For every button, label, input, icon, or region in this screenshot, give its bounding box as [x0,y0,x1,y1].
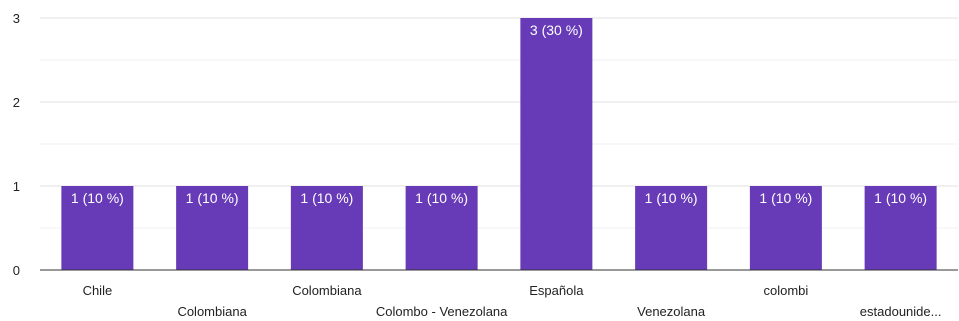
data-labels: 1 (10 %) 1 (10 %) 1 (10 %) 1 (10 %) 3 (30 %)… [71,22,927,206]
data-label: 1 (10 %) [645,190,698,206]
y-axis: 0 1 2 3 [13,11,20,278]
data-label: 1 (10 %) [71,190,124,206]
bar [176,186,249,270]
y-tick-label: 3 [13,11,20,26]
data-label: 1 (10 %) [186,190,239,206]
data-label: 3 (30 %) [530,22,583,38]
bar [864,186,937,270]
x-tick-label: Colombiana [177,304,247,319]
bar [520,18,593,270]
bar [405,186,478,270]
data-label: 1 (10 %) [874,190,927,206]
bar [749,186,822,270]
x-tick-label: Venezolana [637,304,706,319]
x-tick-label: colombi [763,283,808,298]
data-label: 1 (10 %) [759,190,812,206]
x-tick-label: estadounide... [860,304,942,319]
bar [635,186,708,270]
x-tick-label: Colombo - Venezolana [376,304,508,319]
data-label: 1 (10 %) [415,190,468,206]
x-tick-label: Chile [83,283,113,298]
bars [61,18,937,270]
x-tick-label: Colombiana [292,283,362,298]
x-tick-label: Española [529,283,584,298]
x-axis: Chile Colombiana Colombiana Colombo - Venez… [83,283,942,319]
bar [61,186,134,270]
y-tick-label: 2 [13,95,20,110]
bar [290,186,363,270]
data-label: 1 (10 %) [300,190,353,206]
y-tick-label: 1 [13,179,20,194]
y-tick-label: 0 [13,263,20,278]
